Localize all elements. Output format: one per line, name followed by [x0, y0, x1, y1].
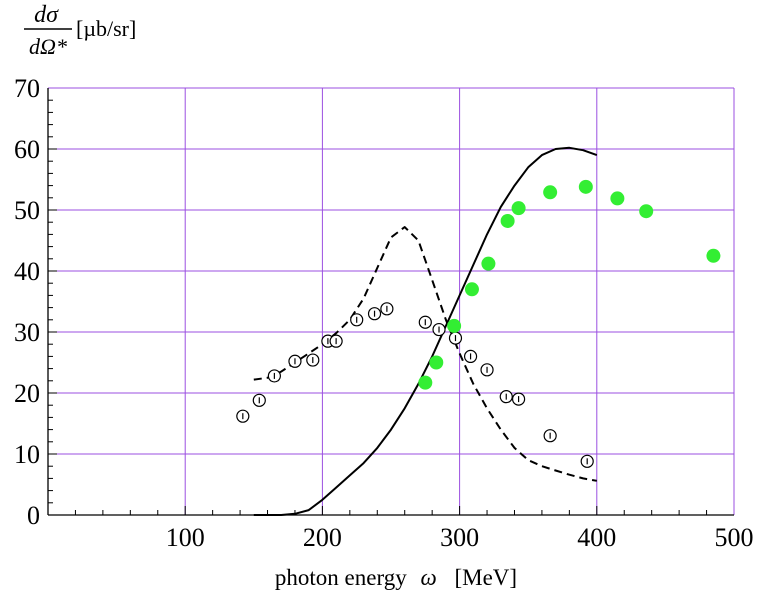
green-data-point	[610, 191, 625, 206]
open-data-point	[418, 315, 432, 329]
green-data-point	[418, 375, 433, 390]
green-data-point	[429, 355, 444, 370]
open-data-point	[480, 363, 494, 377]
open-data-point	[329, 334, 343, 348]
y-tick-label: 50	[14, 196, 40, 225]
open-data-point	[306, 353, 320, 367]
y-label-numerator: dσ	[34, 2, 59, 28]
y-tick-label: 0	[27, 501, 40, 530]
green-data-point	[500, 213, 515, 228]
x-label-unit: [MeV]	[454, 565, 517, 590]
green-data-point	[511, 201, 526, 216]
x-axis-label: photon energy ω [MeV]	[275, 565, 517, 590]
open-data-point	[580, 454, 594, 468]
y-label-unit: [µb/sr]	[76, 16, 136, 41]
open-data-point	[288, 354, 302, 368]
x-label-symbol: ω	[420, 565, 436, 590]
open-data-point	[499, 390, 513, 404]
green-data-point	[543, 185, 558, 200]
x-tick-label: 300	[440, 523, 479, 552]
y-tick-label: 40	[14, 257, 40, 286]
open-data-point	[252, 393, 266, 407]
y-tick-label: 20	[14, 379, 40, 408]
y-tick-label: 60	[14, 135, 40, 164]
open-data-point	[267, 369, 281, 383]
open-data-point	[511, 392, 526, 406]
x-tick-label: 200	[303, 523, 342, 552]
y-label-denominator: dΩ*	[29, 34, 67, 59]
green-data-point	[578, 179, 593, 194]
x-label-text: photon energy	[275, 565, 407, 590]
data-points	[236, 179, 721, 468]
open-data-point	[463, 349, 478, 363]
dashed-curve	[253, 226, 597, 482]
open-data-point	[367, 307, 382, 321]
green-data-point	[464, 282, 479, 297]
plot-frame	[47, 87, 735, 516]
y-tick-label: 30	[14, 318, 40, 347]
x-tick-label: 500	[715, 523, 754, 552]
svg-text:photon energy ω [M: photon energy ω [MeV]	[275, 565, 517, 590]
open-data-point	[448, 331, 463, 345]
y-tick-label: 70	[14, 74, 40, 103]
green-data-point	[706, 248, 721, 263]
curves	[253, 146, 598, 516]
open-data-point	[543, 429, 557, 443]
y-tick-label: 10	[14, 440, 40, 469]
open-data-point	[236, 409, 250, 423]
x-tick-label: 100	[166, 523, 205, 552]
x-tick-label: 400	[577, 523, 616, 552]
open-data-point	[380, 302, 394, 316]
green-data-point	[447, 318, 462, 333]
solid-curve	[253, 146, 598, 516]
green-data-point	[481, 256, 496, 271]
green-data-point	[639, 204, 654, 219]
y-axis-label: dσ dΩ* [µb/sr]	[24, 2, 136, 59]
open-data-point	[350, 313, 364, 327]
grid	[48, 87, 735, 516]
tick-labels: 100 200 300 400 500 0 10 20 30 40 50 60 70	[14, 74, 754, 552]
open-data-point	[432, 322, 446, 337]
